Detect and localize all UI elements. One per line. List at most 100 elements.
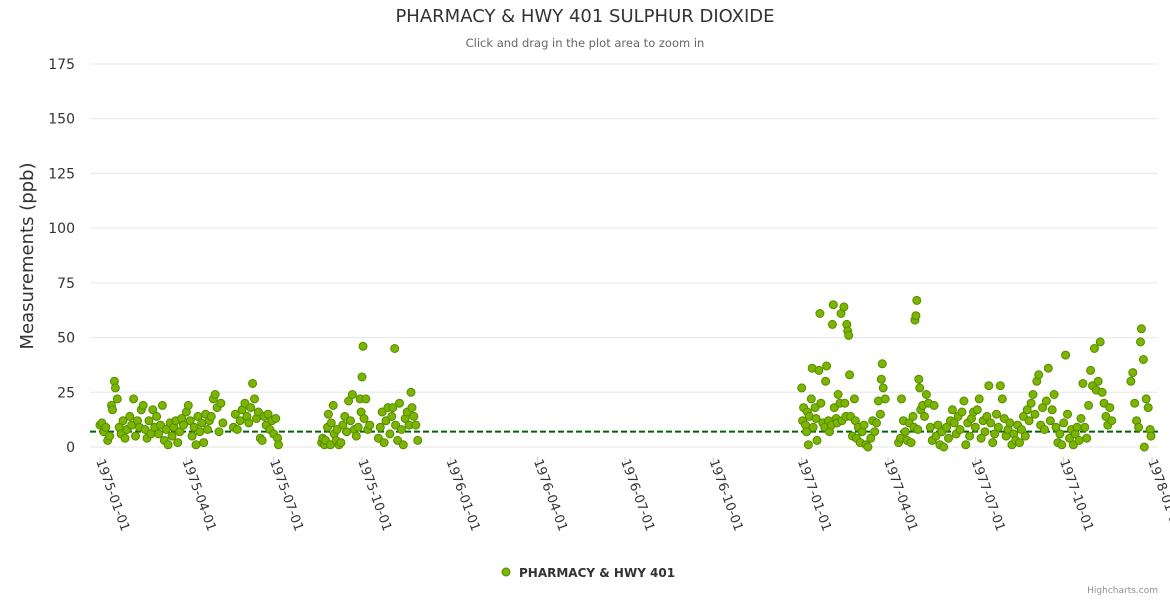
data-point[interactable] — [1136, 337, 1145, 347]
data-point[interactable] — [1095, 337, 1105, 347]
data-point[interactable] — [129, 394, 139, 404]
data-point[interactable] — [992, 409, 1001, 419]
data-point[interactable] — [845, 370, 855, 380]
data-point[interactable] — [1034, 370, 1044, 380]
data-point[interactable] — [344, 396, 354, 406]
data-point[interactable] — [849, 394, 859, 404]
data-point[interactable] — [248, 379, 258, 388]
data-point[interactable] — [897, 394, 906, 404]
data-point[interactable] — [859, 420, 869, 430]
data-point[interactable] — [1126, 376, 1136, 386]
data-point[interactable] — [933, 420, 943, 430]
data-point[interactable] — [1030, 409, 1040, 419]
data-point[interactable] — [1105, 403, 1115, 413]
data-point[interactable] — [118, 416, 128, 426]
data-point[interactable] — [872, 418, 881, 428]
data-point[interactable] — [144, 416, 154, 426]
data-point[interactable] — [1097, 387, 1107, 397]
data-point[interactable] — [1017, 425, 1026, 434]
data-point[interactable] — [108, 405, 117, 415]
data-point[interactable] — [112, 394, 122, 404]
data-point[interactable] — [803, 440, 813, 450]
data-point[interactable] — [347, 390, 357, 399]
data-point[interactable] — [944, 433, 953, 443]
data-point[interactable] — [409, 411, 419, 421]
data-point[interactable] — [920, 411, 929, 421]
data-point[interactable] — [105, 431, 115, 441]
data-point[interactable] — [120, 433, 130, 443]
data-point[interactable] — [806, 394, 816, 404]
data-point[interactable] — [1143, 403, 1153, 413]
data-point[interactable] — [342, 427, 352, 437]
data-point[interactable] — [328, 400, 338, 410]
data-point[interactable] — [876, 374, 886, 384]
data-point[interactable] — [986, 418, 996, 428]
data-point[interactable] — [1074, 435, 1084, 445]
data-point[interactable] — [797, 383, 807, 393]
data-point[interactable] — [821, 376, 831, 386]
data-point[interactable] — [351, 431, 361, 441]
data-point[interactable] — [173, 438, 183, 448]
data-point[interactable] — [395, 398, 404, 408]
data-point[interactable] — [230, 409, 240, 419]
data-point[interactable] — [346, 416, 355, 426]
data-point[interactable] — [218, 418, 228, 428]
data-point[interactable] — [353, 422, 363, 432]
data-point[interactable] — [385, 429, 395, 439]
data-point[interactable] — [959, 396, 969, 406]
data-point[interactable] — [323, 409, 333, 419]
data-point[interactable] — [216, 398, 226, 408]
data-point[interactable] — [1078, 379, 1088, 388]
data-point[interactable] — [827, 319, 837, 329]
data-point[interactable] — [1055, 429, 1065, 439]
data-point[interactable] — [157, 400, 167, 410]
data-point[interactable] — [900, 427, 910, 437]
data-point[interactable] — [1024, 416, 1034, 426]
data-point[interactable] — [974, 394, 984, 404]
data-point[interactable] — [131, 431, 140, 441]
data-point[interactable] — [1005, 418, 1015, 428]
data-point[interactable] — [1093, 376, 1103, 386]
data-point[interactable] — [235, 416, 245, 426]
data-point[interactable] — [1040, 425, 1049, 434]
data-point[interactable] — [390, 344, 400, 353]
data-point[interactable] — [263, 409, 273, 419]
data-point[interactable] — [816, 398, 826, 408]
data-point[interactable] — [175, 427, 185, 437]
data-point[interactable] — [407, 403, 417, 413]
data-point[interactable] — [839, 302, 849, 312]
data-point[interactable] — [955, 425, 965, 434]
data-point[interactable] — [388, 403, 398, 413]
data-point[interactable] — [387, 411, 397, 421]
data-point[interactable] — [913, 425, 923, 434]
data-point[interactable] — [914, 374, 924, 384]
data-point[interactable] — [982, 411, 992, 421]
data-point[interactable] — [906, 438, 916, 448]
data-point[interactable] — [947, 405, 957, 415]
data-point[interactable] — [929, 400, 939, 410]
data-point[interactable] — [365, 420, 375, 430]
data-point[interactable] — [993, 422, 1003, 432]
legend-label[interactable]: PHARMACY & HWY 401 — [519, 566, 675, 580]
data-point[interactable] — [1080, 422, 1090, 432]
data-point[interactable] — [988, 438, 998, 448]
data-point[interactable] — [361, 394, 371, 404]
data-point[interactable] — [815, 309, 825, 318]
data-point[interactable] — [939, 442, 949, 452]
data-point[interactable] — [250, 394, 259, 404]
data-point[interactable] — [246, 403, 256, 413]
data-point[interactable] — [167, 431, 177, 441]
data-point[interactable] — [1051, 422, 1061, 432]
data-point[interactable] — [138, 400, 148, 410]
data-point[interactable] — [811, 414, 821, 423]
data-point[interactable] — [413, 435, 423, 445]
data-point[interactable] — [110, 383, 120, 393]
data-point[interactable] — [972, 405, 982, 415]
data-point[interactable] — [359, 414, 369, 423]
data-point[interactable] — [1063, 409, 1072, 419]
data-point[interactable] — [271, 414, 281, 423]
data-point[interactable] — [379, 438, 389, 448]
data-point[interactable] — [949, 418, 959, 428]
data-point[interactable] — [232, 425, 242, 434]
data-point[interactable] — [274, 440, 283, 450]
